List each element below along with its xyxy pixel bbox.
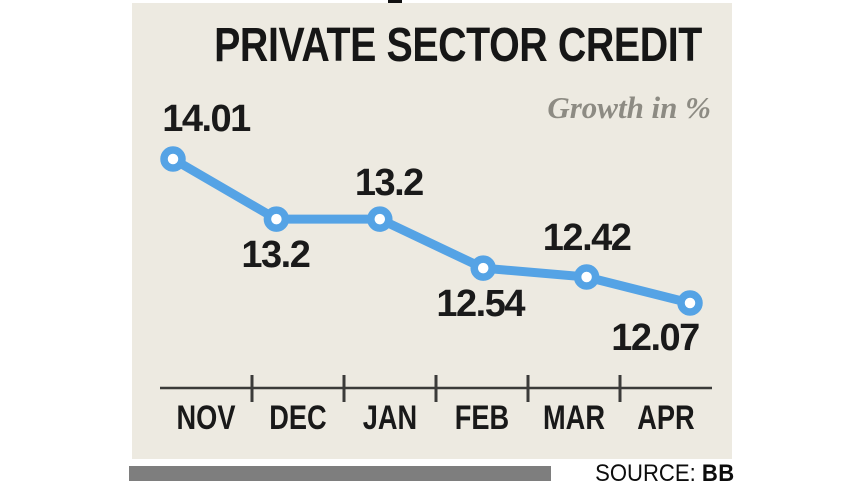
x-axis-labels: NOV DEC JAN FEB MAR APR — [160, 399, 712, 437]
chart-panel — [132, 3, 732, 459]
x-axis-label: NOV — [176, 399, 236, 437]
x-axis-label: APR — [637, 399, 695, 437]
x-axis-label: FEB — [454, 399, 510, 437]
data-line — [170, 155, 692, 308]
source-value: BB — [702, 460, 735, 484]
data-point-label: 12.42 — [543, 217, 631, 259]
data-point-marker — [160, 146, 186, 172]
chart-title: PRIVATE SECTOR CREDIT — [214, 19, 702, 72]
data-point-label: 12.07 — [611, 317, 699, 359]
source-credit: SOURCE: BB — [595, 460, 735, 484]
chart-subtitle: Growth in % — [547, 90, 711, 125]
x-axis-label: JAN — [362, 399, 418, 437]
data-point-marker — [677, 290, 703, 316]
data-point-label: 13.2 — [355, 162, 423, 204]
data-point-label: 12.54 — [436, 283, 525, 325]
top-notch-mark — [388, 0, 402, 4]
data-point-marker — [470, 255, 496, 281]
data-point-marker — [263, 206, 290, 232]
source-label: SOURCE: — [595, 460, 697, 484]
x-axis-label: DEC — [269, 399, 327, 437]
data-point-marker — [367, 206, 393, 232]
data-point-label: 13.2 — [241, 234, 309, 276]
x-axis-label: MAR — [543, 399, 605, 437]
data-point-label: 14.01 — [162, 98, 251, 140]
source-divider-bar — [129, 466, 551, 481]
data-point-marker — [573, 264, 600, 290]
